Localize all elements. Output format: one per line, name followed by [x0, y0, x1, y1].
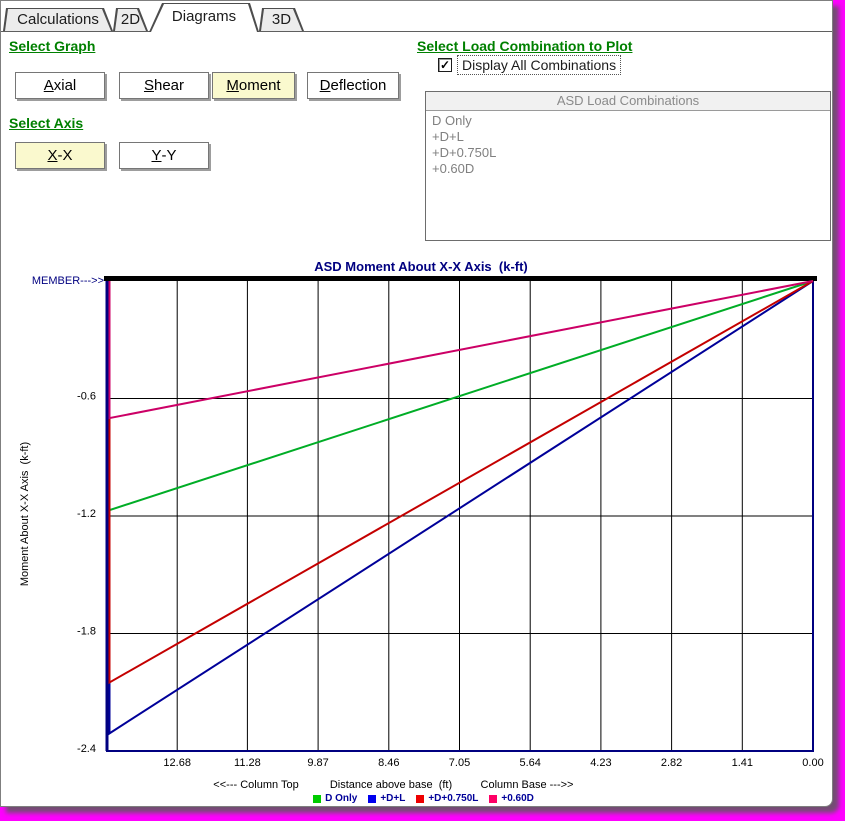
axis-xx-button[interactable]: X -X	[15, 142, 105, 169]
tab-diagrams[interactable]: Diagrams	[149, 3, 259, 32]
display-all-checkbox[interactable]: ✓	[438, 58, 452, 72]
legend-item: +D+0.750L	[416, 793, 478, 804]
legend-swatch-icon	[368, 794, 377, 803]
select-axis-heading: Select Axis	[9, 115, 84, 131]
tab-3d[interactable]: 3D	[259, 8, 304, 31]
app-window: Calculations 2D Diagrams 3D Select Graph…	[0, 0, 833, 807]
load-combinations-listbox[interactable]: ASD Load Combinations D Only +D+L +D+0.750…	[425, 91, 831, 241]
select-graph-heading: Select Graph	[9, 38, 96, 54]
legend-swatch-icon	[489, 794, 498, 803]
chart-legend: D Only +D+L +D+0.750L +0.60D	[1, 793, 845, 804]
legend-label: +D+L	[380, 793, 406, 804]
list-item[interactable]: +0.60D	[432, 161, 475, 176]
display-all-checkbox-label[interactable]: Display All Combinations	[457, 55, 622, 75]
legend-label: D Only	[325, 793, 358, 804]
tab-2d[interactable]: 2D	[113, 8, 148, 31]
listbox-header: ASD Load Combinations	[426, 92, 830, 111]
legend-item: +D+L	[368, 793, 405, 804]
tab-shape	[113, 8, 148, 31]
legend-item: +0.60D	[489, 793, 534, 804]
select-load-combination-heading: Select Load Combination to Plot	[417, 38, 633, 54]
axis-yy-button[interactable]: Y -Y	[119, 142, 209, 169]
tab-label: Diagrams	[171, 8, 237, 25]
listbox-items: D Only +D+L +D+0.750L +0.60D	[426, 111, 830, 177]
tab-shape	[3, 8, 113, 31]
list-item[interactable]: +D+0.750L	[432, 145, 497, 160]
x-axis-title: Distance above base (ft)	[329, 779, 453, 791]
tab-label: 2D	[120, 11, 141, 28]
tab-shape	[259, 8, 304, 31]
y-axis-title: Moment About X-X Axis (k-ft)	[19, 441, 31, 587]
tab-strip-divider	[1, 31, 832, 32]
column-base-label: Column Base --->>	[480, 779, 574, 791]
tab-shape	[149, 3, 259, 32]
tab-calculations[interactable]: Calculations	[3, 8, 113, 31]
member-axis-label: MEMBER--->>	[31, 275, 104, 287]
list-item[interactable]: +D+L	[432, 129, 464, 144]
column-top-label: <<--- Column Top	[213, 779, 299, 791]
tab-label: Calculations	[17, 11, 99, 28]
tab-label: 3D	[271, 11, 292, 28]
legend-swatch-icon	[416, 794, 425, 803]
legend-item: D Only	[313, 793, 357, 804]
chart-title: ASD Moment About X-X Axis (k-ft)	[314, 259, 528, 274]
legend-swatch-icon	[313, 794, 322, 803]
checkmark-icon: ✓	[439, 58, 451, 72]
legend-label: +D+0.750L	[428, 793, 479, 804]
list-item[interactable]: D Only	[432, 113, 472, 128]
legend-label: +0.60D	[501, 793, 534, 804]
